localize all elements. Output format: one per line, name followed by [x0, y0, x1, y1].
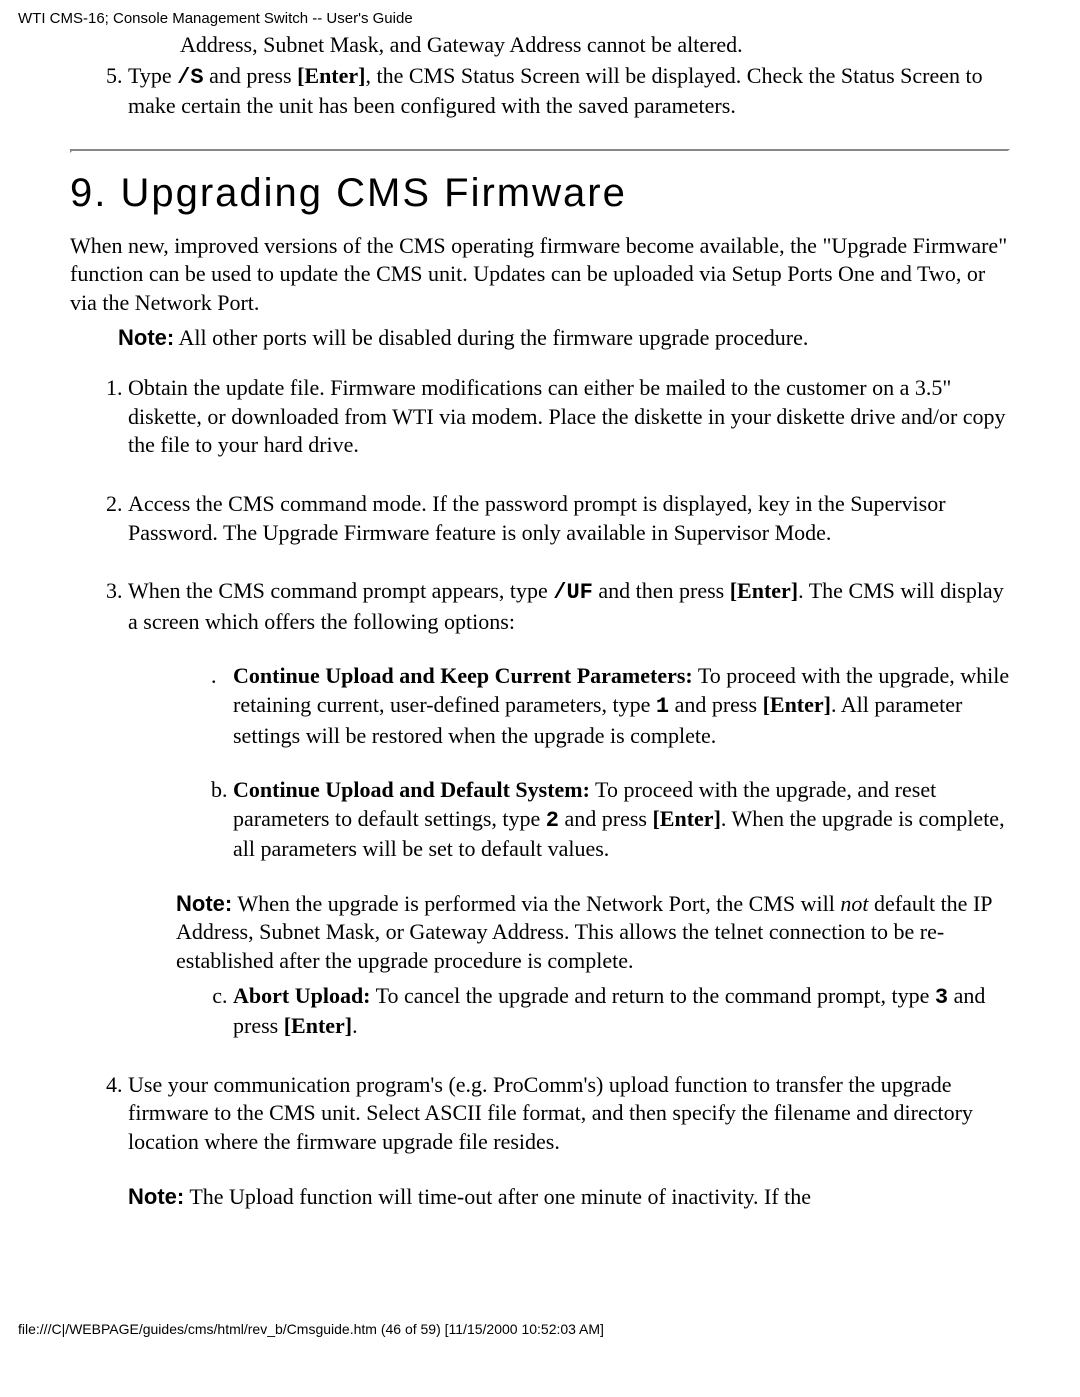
emphasis-not: not — [840, 891, 868, 916]
page-body: Address, Subnet Mask, and Gateway Addres… — [0, 31, 1080, 1281]
text: Type — [128, 63, 177, 88]
note-network-port: Note: When the upgrade is performed via … — [176, 890, 1010, 976]
note-label: Note: — [128, 1184, 184, 1209]
text: When the CMS command prompt appears, typ… — [128, 578, 553, 603]
step-4: Use your communication program's (e.g. P… — [128, 1071, 1010, 1211]
text: When the upgrade is performed via the Ne… — [232, 891, 840, 916]
enter-key: [Enter] — [652, 806, 720, 831]
option-a: Continue Upload and Keep Current Paramet… — [233, 662, 1010, 750]
text: and press — [669, 692, 762, 717]
text: The Upload function will time-out after … — [184, 1184, 811, 1209]
prev-section-list-continued: Type /S and press [Enter], the CMS Statu… — [70, 62, 1010, 121]
page-header: WTI CMS-16; Console Management Switch --… — [0, 0, 1080, 31]
enter-key: [Enter] — [284, 1013, 352, 1038]
note-label: Note: — [176, 891, 232, 916]
text: To cancel the upgrade and return to the … — [371, 983, 935, 1008]
step-3: When the CMS command prompt appears, typ… — [128, 577, 1010, 1041]
command-1: 1 — [656, 694, 669, 719]
text: and then press — [593, 578, 730, 603]
option-c: Abort Upload: To cancel the upgrade and … — [233, 982, 1010, 1041]
upgrade-options-list: Continue Upload and Keep Current Paramet… — [128, 662, 1010, 864]
note-ports-disabled: Note: All other ports will be disabled d… — [118, 324, 1010, 353]
section-divider — [70, 149, 1010, 153]
note-timeout: Note: The Upload function will time-out … — [128, 1183, 1010, 1212]
step-2: Access the CMS command mode. If the pass… — [128, 490, 1010, 547]
text: and press — [204, 63, 297, 88]
upgrade-options-list-cont: Abort Upload: To cancel the upgrade and … — [128, 982, 1010, 1041]
page-footer: file:///C|/WEBPAGE/guides/cms/html/rev_b… — [0, 1281, 1080, 1347]
step-1: Obtain the update file. Firmware modific… — [128, 374, 1010, 460]
enter-key: [Enter] — [297, 63, 365, 88]
command-3: 3 — [935, 985, 948, 1010]
command-2: 2 — [546, 808, 559, 833]
carryover-text: Address, Subnet Mask, and Gateway Addres… — [180, 31, 1010, 60]
enter-key: [Enter] — [763, 692, 831, 717]
option-label: Continue Upload and Keep Current Paramet… — [233, 663, 693, 688]
text: . — [352, 1013, 358, 1038]
step-5: Type /S and press [Enter], the CMS Statu… — [128, 62, 1010, 121]
text: Use your communication program's (e.g. P… — [128, 1072, 973, 1154]
option-b: Continue Upload and Default System: To p… — [233, 776, 1010, 864]
command-uf: /UF — [553, 580, 593, 605]
note-label: Note: — [118, 325, 174, 350]
option-label: Abort Upload: — [233, 983, 371, 1008]
note-text: All other ports will be disabled during … — [174, 325, 808, 350]
intro-paragraph: When new, improved versions of the CMS o… — [70, 232, 1010, 318]
enter-key: [Enter] — [730, 578, 798, 603]
upgrade-steps-list: Obtain the update file. Firmware modific… — [70, 374, 1010, 1211]
text: and press — [559, 806, 652, 831]
option-label: Continue Upload and Default System: — [233, 777, 590, 802]
section-heading: 9. Upgrading CMS Firmware — [70, 171, 1010, 216]
command-s: /S — [177, 65, 203, 90]
